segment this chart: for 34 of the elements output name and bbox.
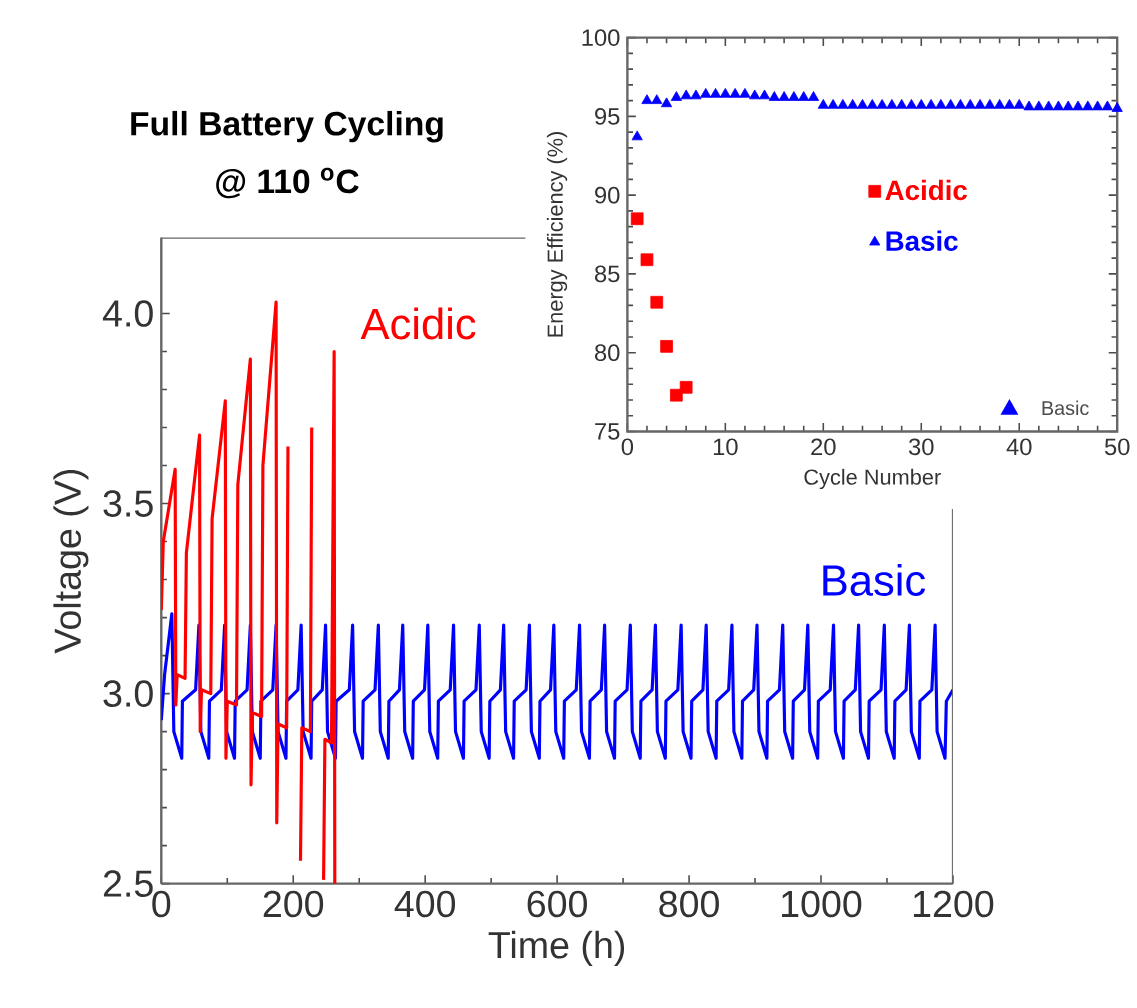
y-tick-label: 2.5 bbox=[103, 870, 153, 897]
y-tick-label: 85 bbox=[594, 265, 620, 283]
legend-label: Basic bbox=[886, 230, 958, 251]
x-axis-title: Cycle Number bbox=[804, 468, 941, 489]
x-tick-label: 30 bbox=[908, 438, 934, 456]
x-tick-label: 40 bbox=[1006, 438, 1032, 456]
y-axis-title: Voltage (V) bbox=[53, 469, 89, 654]
x-axis-title: Time (h) bbox=[488, 930, 625, 966]
annotation: Basic bbox=[1042, 400, 1089, 415]
y-tick-label: 3.0 bbox=[103, 680, 153, 707]
x-tick-label: 800 bbox=[659, 890, 719, 918]
y-tick-label: 75 bbox=[595, 422, 620, 440]
chart-subtitle: @ 110 $^{o}$C bbox=[216, 167, 359, 199]
y-axis-title: Energy Efficiency (%) bbox=[546, 131, 568, 337]
y-tick-label: 90 bbox=[595, 186, 620, 204]
series-label: Basic bbox=[823, 563, 926, 596]
x-tick-label: 50 bbox=[1104, 438, 1130, 456]
y-tick-label: 95 bbox=[595, 107, 620, 125]
x-tick-label: 0 bbox=[621, 438, 634, 456]
legend-label: Acidic bbox=[885, 179, 967, 200]
y-tick-label: 100 bbox=[582, 29, 620, 46]
x-tick-label: 20 bbox=[811, 438, 836, 456]
x-tick-label: 10 bbox=[713, 438, 738, 456]
x-tick-label: 1000 bbox=[782, 890, 862, 918]
x-tick-label: 400 bbox=[394, 890, 456, 918]
x-tick-label: 1200 bbox=[913, 890, 994, 918]
y-tick-label: 80 bbox=[594, 344, 620, 361]
series-label: Acidic bbox=[360, 307, 476, 340]
y-tick-label: 3.5 bbox=[103, 490, 153, 517]
y-tick-label: 4.0 bbox=[102, 300, 153, 327]
x-tick-label: 600 bbox=[527, 890, 587, 918]
x-tick-label: 200 bbox=[263, 890, 324, 918]
chart-title: Full Battery Cycling bbox=[131, 110, 443, 143]
x-tick-label: 0 bbox=[152, 890, 171, 918]
